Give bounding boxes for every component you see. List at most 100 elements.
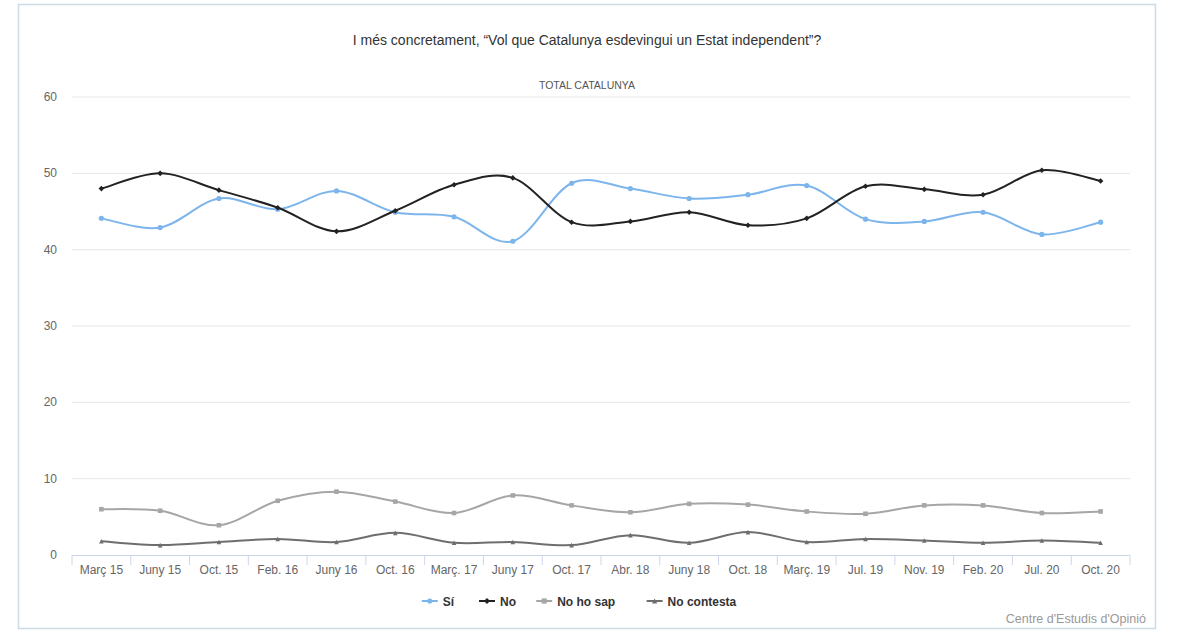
- x-tick-mark: [718, 555, 719, 565]
- point-marker: [217, 523, 222, 528]
- point-marker: [804, 216, 810, 222]
- point-marker: [392, 208, 398, 214]
- series-line: [101, 492, 1100, 526]
- point-marker: [157, 171, 163, 177]
- point-marker: [746, 530, 751, 535]
- grid-line: [72, 249, 1130, 250]
- chart-frame: [19, 5, 1156, 629]
- point-marker: [334, 489, 339, 494]
- point-marker: [510, 239, 515, 244]
- point-marker: [687, 540, 692, 545]
- legend-marker: [484, 598, 490, 604]
- x-tick-mark: [130, 555, 131, 565]
- point-marker: [99, 216, 104, 221]
- point-marker: [393, 531, 398, 536]
- x-tick-mark: [894, 555, 895, 565]
- point-marker: [99, 186, 105, 192]
- point-marker: [980, 192, 986, 198]
- point-marker: [216, 196, 221, 201]
- point-marker: [1098, 540, 1103, 545]
- point-marker: [863, 184, 869, 190]
- y-tick-label: 20: [44, 395, 58, 409]
- point-marker: [922, 538, 927, 543]
- legend-label: No contesta: [668, 595, 737, 609]
- x-tick-label: Feb. 20: [963, 563, 1004, 577]
- point-marker: [451, 182, 457, 188]
- point-marker: [1039, 167, 1045, 173]
- point-marker: [511, 493, 516, 498]
- x-tick-label: Feb. 16: [257, 563, 298, 577]
- point-marker: [569, 503, 574, 508]
- point-marker: [217, 540, 222, 545]
- series-line: [101, 532, 1100, 545]
- subtitle: TOTAL CATALUNYA: [539, 79, 635, 91]
- point-marker: [275, 499, 280, 504]
- point-marker: [981, 503, 986, 508]
- point-marker: [569, 543, 574, 548]
- point-marker: [158, 508, 163, 513]
- x-tick-mark: [72, 555, 73, 565]
- point-marker: [99, 539, 104, 544]
- point-marker: [921, 187, 927, 193]
- x-tick-label: Jul. 20: [1024, 563, 1060, 577]
- x-tick-label: Nov. 19: [904, 563, 945, 577]
- point-marker: [687, 196, 692, 201]
- x-tick-label: Jul. 19: [848, 563, 884, 577]
- grid-line: [72, 173, 1130, 174]
- grid-line: [72, 478, 1130, 479]
- x-tick-label: Oct. 18: [729, 563, 768, 577]
- point-marker: [334, 188, 339, 193]
- point-marker: [628, 510, 633, 515]
- x-tick-mark: [601, 555, 602, 565]
- x-tick-mark: [659, 555, 660, 565]
- point-marker: [804, 183, 809, 188]
- point-marker: [511, 540, 516, 545]
- legend-label: No: [500, 595, 516, 609]
- point-marker: [393, 499, 398, 504]
- x-tick-mark: [542, 555, 543, 565]
- title: I més concretament, “Vol que Catalunya e…: [353, 32, 822, 48]
- legend-label: Sí: [443, 595, 455, 609]
- source: Centre d'Estudis d'Opinió: [1006, 612, 1146, 626]
- y-tick-label: 10: [44, 472, 58, 486]
- point-marker: [334, 540, 339, 545]
- point-marker: [746, 502, 751, 507]
- x-tick-label: Març 15: [80, 563, 124, 577]
- point-marker: [804, 540, 809, 545]
- legend-marker: [427, 598, 432, 603]
- point-marker: [863, 511, 868, 516]
- legend: SíNoNo ho sapNo contesta: [422, 595, 737, 609]
- point-marker: [863, 217, 868, 222]
- point-marker: [1098, 509, 1103, 514]
- point-marker: [569, 219, 575, 225]
- point-marker: [510, 175, 516, 181]
- x-tick-mark: [483, 555, 484, 565]
- point-marker: [981, 540, 986, 545]
- x-tick-mark: [189, 555, 190, 565]
- point-marker: [1039, 232, 1044, 237]
- point-marker: [275, 205, 281, 211]
- x-tick-label: Oct. 15: [200, 563, 239, 577]
- x-tick-label: Abr. 18: [611, 563, 649, 577]
- grid-line: [72, 326, 1130, 327]
- point-marker: [745, 192, 750, 197]
- point-marker: [687, 502, 692, 507]
- point-marker: [804, 509, 809, 514]
- point-marker: [451, 214, 456, 219]
- point-marker: [216, 187, 222, 193]
- point-marker: [628, 533, 633, 538]
- x-tick-mark: [365, 555, 366, 565]
- y-tick-label: 40: [44, 243, 58, 257]
- point-marker: [1040, 538, 1045, 543]
- point-marker: [922, 503, 927, 508]
- point-marker: [980, 210, 985, 215]
- x-tick-label: Oct. 16: [376, 563, 415, 577]
- x-tick-label: Oct. 17: [552, 563, 591, 577]
- point-marker: [275, 537, 280, 542]
- point-marker: [99, 507, 104, 512]
- y-tick-label: 50: [44, 166, 58, 180]
- point-marker: [158, 225, 163, 230]
- point-marker: [1098, 220, 1103, 225]
- point-marker: [452, 511, 457, 516]
- chart: I més concretament, “Vol que Catalunya e…: [0, 0, 1200, 634]
